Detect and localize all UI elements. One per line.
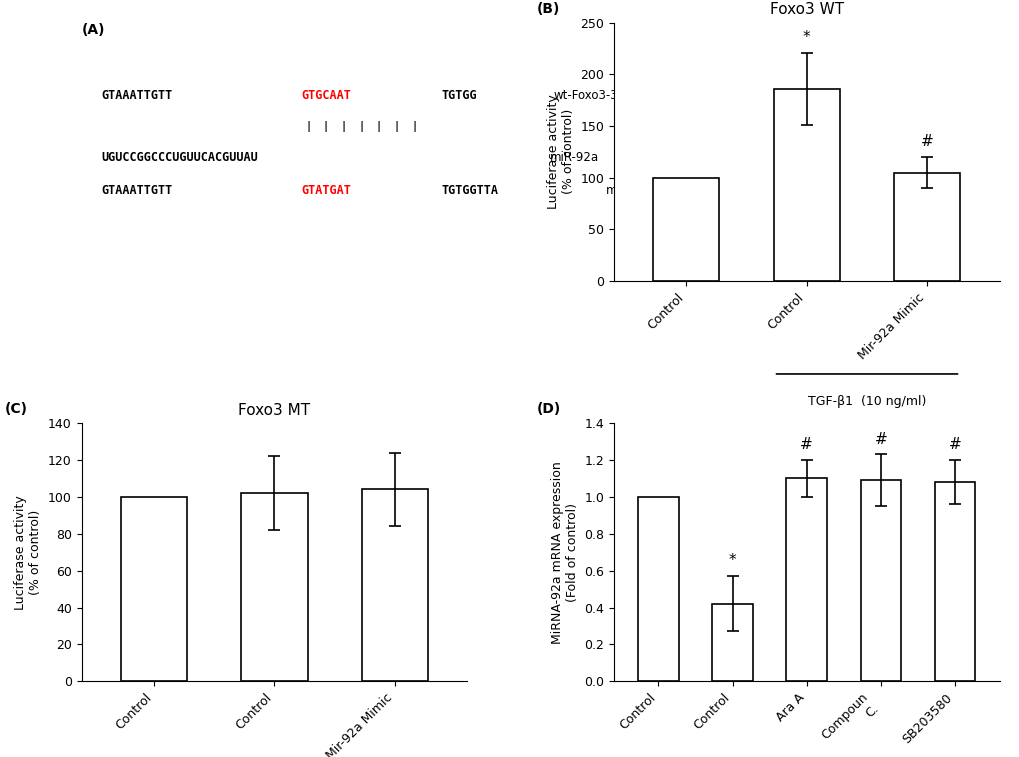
Text: GTAAATTGTT: GTAAATTGTT <box>101 89 172 101</box>
Text: |: | <box>305 120 311 132</box>
Bar <box>637 497 678 681</box>
Text: #: # <box>920 134 932 149</box>
Text: #: # <box>948 438 961 452</box>
Bar <box>652 178 718 281</box>
Text: *: * <box>728 553 736 569</box>
Bar <box>894 173 960 281</box>
Text: (D): (D) <box>536 403 560 416</box>
Text: UGUCCGGCCCUGUUCACGUUAU: UGUCCGGCCCUGUUCACGUUAU <box>101 151 258 164</box>
Text: TGTGG: TGTGG <box>441 89 477 101</box>
Text: (B): (B) <box>536 2 559 16</box>
Bar <box>772 89 839 281</box>
Bar <box>933 482 974 681</box>
Text: GTATGAT: GTATGAT <box>302 184 351 197</box>
Bar <box>860 480 901 681</box>
Bar <box>362 490 428 681</box>
Text: TGF-β1  (10 ng/ml): TGF-β1 (10 ng/ml) <box>807 394 925 407</box>
Bar <box>242 493 308 681</box>
Bar <box>786 478 826 681</box>
Text: |: | <box>340 120 346 132</box>
Y-axis label: Luciferase activity
(% of control): Luciferase activity (% of control) <box>546 95 574 209</box>
Text: #: # <box>873 431 887 447</box>
Text: wt-Foxo3-3'UTR: wt-Foxo3-3'UTR <box>553 89 645 101</box>
Text: *: * <box>802 30 810 45</box>
Title: Foxo3 WT: Foxo3 WT <box>769 2 843 17</box>
Text: (C): (C) <box>4 403 28 416</box>
Text: |: | <box>376 120 382 132</box>
Text: |: | <box>411 120 417 132</box>
Text: |: | <box>323 120 329 132</box>
Y-axis label: Luciferase activity
(% of control): Luciferase activity (% of control) <box>14 495 43 609</box>
Bar <box>120 497 186 681</box>
Bar <box>711 604 752 681</box>
Text: GTAAATTGTT: GTAAATTGTT <box>101 184 172 197</box>
Text: #: # <box>800 438 812 452</box>
Text: mt- Foxo3-3'UTR: mt- Foxo3-3'UTR <box>605 184 703 197</box>
Title: Foxo3 MT: Foxo3 MT <box>238 403 310 418</box>
Text: |: | <box>393 120 399 132</box>
Text: miR-92a: miR-92a <box>549 151 598 164</box>
Y-axis label: MiRNA-92a mRNA expression
(Fold of control): MiRNA-92a mRNA expression (Fold of contr… <box>550 461 578 643</box>
Text: GTGCAAT: GTGCAAT <box>302 89 351 101</box>
Text: |: | <box>358 120 364 132</box>
Text: (A): (A) <box>82 23 105 36</box>
Text: TGTGGTTA: TGTGGTTA <box>441 184 498 197</box>
